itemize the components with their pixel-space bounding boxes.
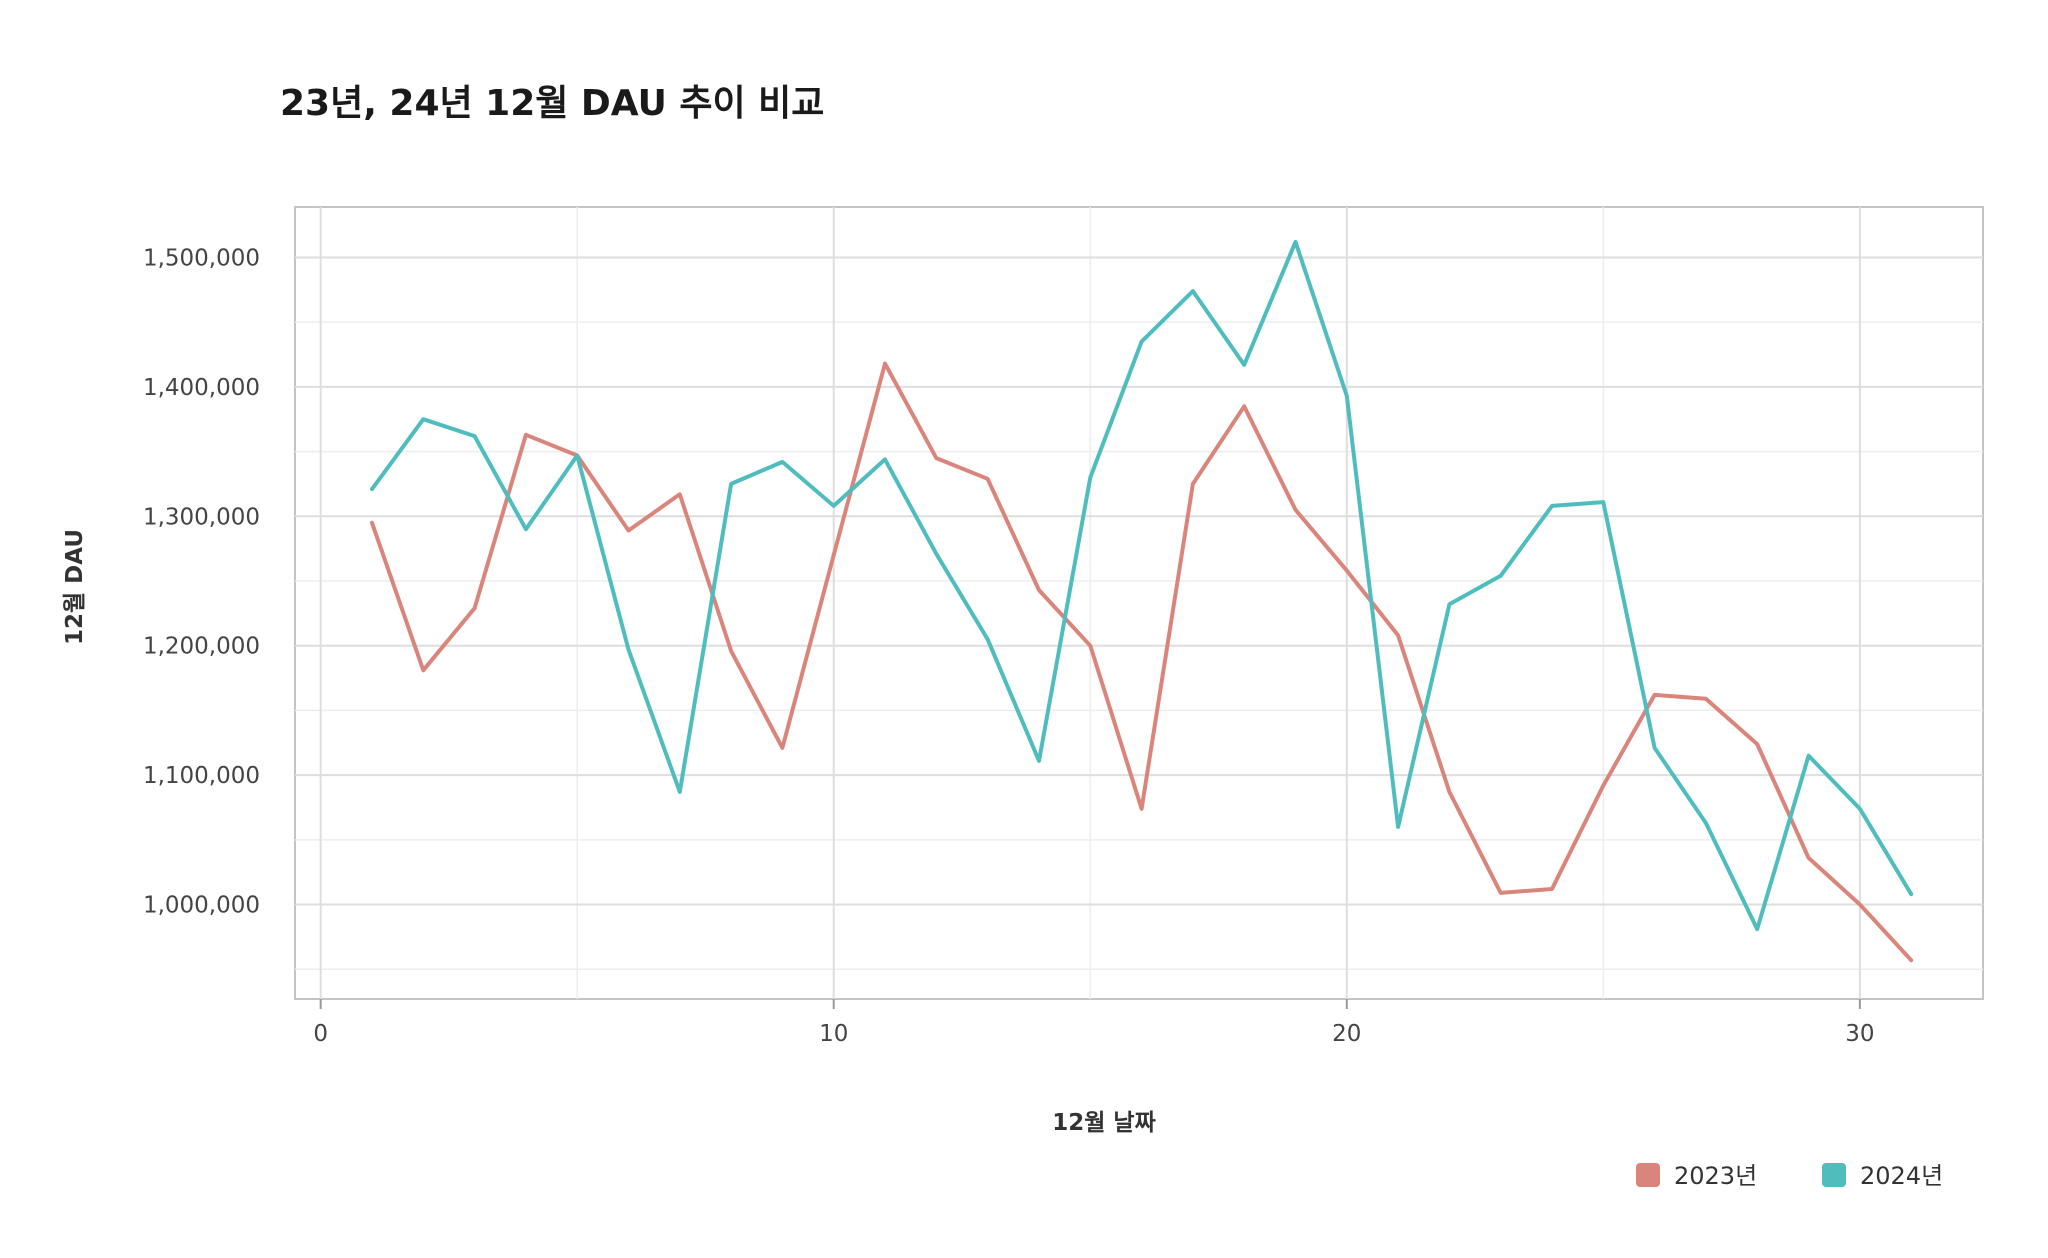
legend-label: 2023년: [1674, 1162, 1757, 1190]
y-tick-label: 1,000,000: [143, 893, 260, 919]
legend: 2023년 2024년: [1636, 1162, 1943, 1190]
x-tick-label: 10: [819, 1021, 848, 1047]
y-tick-label: 1,200,000: [143, 634, 260, 660]
y-tick-label: 1,400,000: [143, 375, 260, 401]
x-tick-label: 20: [1332, 1021, 1361, 1047]
series-lines: [370, 239, 1914, 963]
y-axis-title: 12월 DAU: [62, 529, 88, 645]
series-line-1: [370, 361, 1914, 963]
x-axis-title: 12월 날짜: [1052, 1110, 1156, 1136]
chart-title: 23년, 24년 12월 DAU 추이 비교: [280, 83, 824, 124]
x-tick-label: 30: [1845, 1021, 1874, 1047]
grid-lines: [295, 207, 1983, 999]
series-line-2: [370, 239, 1914, 932]
y-tick-label: 1,500,000: [143, 245, 260, 271]
legend-swatch: [1822, 1163, 1846, 1187]
y-tick-label: 1,300,000: [143, 504, 260, 530]
plot-area: [294, 206, 1984, 1000]
x-tick-label: 0: [313, 1021, 328, 1047]
axis-ticks: 0 10 20 30 1,000,000 1,100,000 1,200,000 1,300,…: [143, 245, 1875, 1047]
legend-label: 2024년: [1860, 1162, 1943, 1190]
y-tick-label: 1,100,000: [143, 763, 260, 789]
legend-swatch: [1636, 1163, 1660, 1187]
